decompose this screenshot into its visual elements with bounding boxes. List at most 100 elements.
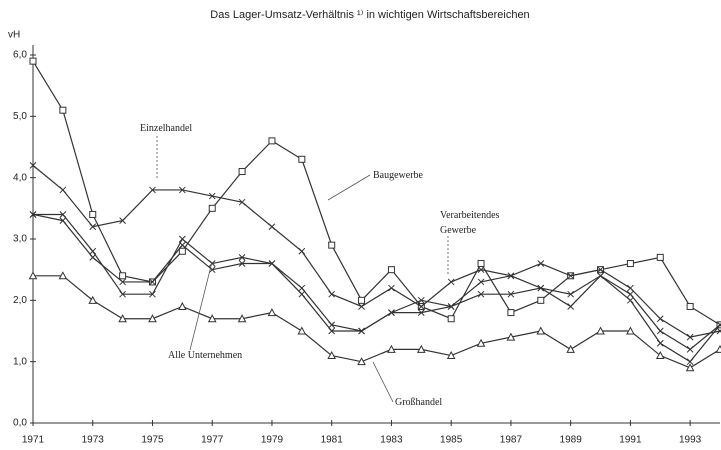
point: [358, 303, 365, 310]
point: [208, 204, 216, 212]
point: [567, 303, 575, 310]
x-tick-label: 1991: [619, 435, 642, 446]
point: [208, 192, 216, 200]
series-label: Einzelhandel: [140, 123, 193, 134]
point: [447, 315, 455, 323]
point: [626, 326, 635, 335]
point: [686, 333, 694, 341]
point: [388, 284, 395, 292]
y-tick-label: 2,0: [13, 295, 27, 306]
point: [656, 339, 664, 347]
point: [716, 321, 721, 329]
point: [358, 296, 366, 304]
label-pointer: [327, 174, 371, 201]
point: [477, 266, 485, 274]
point: [477, 260, 485, 268]
y-tick-label: 5,0: [13, 111, 27, 122]
point: [148, 314, 157, 323]
point: [238, 198, 246, 206]
point: [118, 314, 127, 323]
series-label: Baugewerbe: [373, 170, 423, 181]
point: [357, 357, 366, 366]
point: [537, 284, 545, 292]
point: [238, 168, 246, 176]
point: [268, 260, 276, 267]
point: [686, 346, 694, 353]
point: [58, 271, 68, 280]
point: [567, 272, 575, 280]
point: [327, 350, 337, 360]
series-line: [32, 164, 721, 338]
point: [446, 350, 456, 360]
point: [178, 301, 187, 310]
point: [567, 290, 575, 298]
x-tick-label: 1989: [560, 435, 583, 446]
y-tick-label: 1,0: [13, 356, 27, 367]
point: [596, 326, 605, 335]
point: [59, 106, 67, 114]
point: [89, 223, 97, 231]
y-tick-label: 3,0: [13, 234, 27, 245]
point: [477, 278, 485, 286]
x-tick-label: 1971: [22, 435, 45, 446]
point: [716, 321, 721, 329]
x-tick-label: 1977: [201, 435, 224, 446]
point: [416, 344, 426, 353]
point: [328, 290, 336, 298]
point: [178, 247, 186, 255]
point: [149, 290, 156, 298]
point: [507, 309, 515, 317]
point: [268, 137, 276, 145]
point: [59, 211, 67, 218]
series-label: Alle Unternehmen: [168, 350, 243, 361]
point: [298, 284, 306, 292]
point: [207, 314, 217, 323]
point: [685, 363, 695, 372]
chart-title: Das Lager-Umsatz-Verhältnis ¹⁾ in wichti…: [210, 9, 529, 21]
point: [178, 186, 186, 194]
point: [686, 358, 694, 366]
point: [298, 247, 306, 255]
point: [298, 155, 306, 163]
point: [476, 338, 486, 347]
point: [358, 327, 365, 335]
x-tick-label: 1981: [321, 435, 344, 446]
point: [149, 186, 156, 194]
point: [328, 241, 336, 249]
x-tick-label: 1987: [500, 435, 523, 446]
point: [328, 327, 336, 335]
point: [656, 315, 664, 323]
point: [238, 260, 246, 267]
point: [715, 344, 721, 353]
point: [119, 290, 126, 298]
point: [59, 217, 67, 224]
point: [89, 210, 97, 218]
y-unit: vH: [8, 30, 20, 41]
point: [537, 260, 545, 267]
point: [417, 309, 425, 316]
point: [477, 290, 485, 298]
point: [208, 260, 216, 267]
point: [29, 211, 37, 218]
point: [388, 309, 395, 316]
label-pointer: [372, 361, 394, 403]
series-line: [32, 213, 721, 363]
point: [267, 308, 277, 317]
point: [268, 223, 276, 231]
point: [536, 326, 546, 335]
x-tick-label: 1993: [679, 435, 702, 446]
point: [298, 290, 306, 298]
point: [88, 295, 98, 304]
x-tick-label: 1973: [82, 435, 105, 446]
point: [597, 266, 604, 274]
point: [507, 290, 515, 298]
point: [627, 290, 634, 298]
point: [597, 272, 604, 280]
series-label: Großhandel: [395, 397, 443, 408]
point: [149, 278, 156, 286]
series-line: [32, 60, 721, 326]
point: [417, 303, 425, 310]
point: [686, 302, 694, 310]
